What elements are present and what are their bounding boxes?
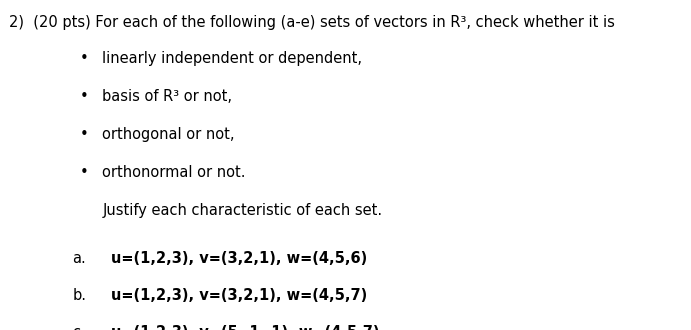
Text: u=(1,2,3), v=(3,2,1), w=(4,5,6): u=(1,2,3), v=(3,2,1), w=(4,5,6) [111, 251, 367, 266]
Text: u=(1,2,3), v=(5,-1,-1), w=(4,5,7): u=(1,2,3), v=(5,-1,-1), w=(4,5,7) [111, 325, 379, 330]
Text: 2)  (20 pts) For each of the following (a-e) sets of vectors in R³, check whethe: 2) (20 pts) For each of the following (a… [9, 15, 615, 30]
Text: c.: c. [73, 325, 85, 330]
Text: orthogonal or not,: orthogonal or not, [102, 127, 235, 142]
Text: orthonormal or not.: orthonormal or not. [102, 165, 246, 180]
Text: basis of R³ or not,: basis of R³ or not, [102, 89, 232, 104]
Text: a.: a. [73, 251, 86, 266]
Text: Justify each characteristic of each set.: Justify each characteristic of each set. [102, 203, 382, 218]
Text: u=(1,2,3), v=(3,2,1), w=(4,5,7): u=(1,2,3), v=(3,2,1), w=(4,5,7) [111, 288, 367, 303]
Text: linearly independent or dependent,: linearly independent or dependent, [102, 51, 362, 66]
Text: •: • [79, 89, 88, 104]
Text: •: • [79, 51, 88, 66]
Text: b.: b. [73, 288, 86, 303]
Text: •: • [79, 127, 88, 142]
Text: •: • [79, 165, 88, 180]
